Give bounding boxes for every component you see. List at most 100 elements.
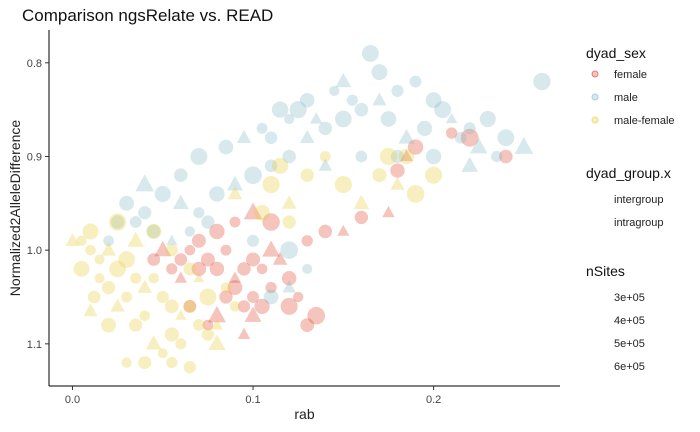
data-point-male-female bbox=[101, 242, 117, 256]
data-point-male-female bbox=[193, 272, 205, 283]
legend-label-intragroup: intragroup bbox=[614, 217, 664, 229]
data-point-male bbox=[318, 121, 333, 136]
data-point-male bbox=[354, 102, 369, 117]
data-point-male-female bbox=[201, 328, 215, 341]
data-point-male bbox=[282, 149, 296, 164]
data-point-male-female bbox=[148, 273, 159, 284]
data-point-male-female bbox=[164, 327, 179, 342]
data-point-female bbox=[191, 233, 206, 248]
data-point-male-female bbox=[76, 235, 87, 246]
data-point-female bbox=[243, 202, 263, 220]
data-point-female bbox=[300, 318, 315, 332]
data-point-male-female bbox=[121, 357, 132, 368]
data-point-male-female bbox=[425, 166, 443, 184]
data-point-female bbox=[174, 271, 188, 283]
data-point-male bbox=[119, 195, 135, 211]
data-point-female bbox=[202, 319, 214, 331]
data-point-female bbox=[229, 216, 241, 228]
data-point-male bbox=[264, 159, 278, 173]
data-point-female bbox=[354, 210, 369, 225]
data-point-female bbox=[166, 263, 178, 275]
x-tick-label: 0.0 bbox=[65, 394, 80, 406]
data-point-male-female bbox=[85, 244, 96, 256]
data-point-male bbox=[409, 75, 422, 88]
legend-label-4e+05: 4e+05 bbox=[614, 315, 645, 327]
data-point-male-female bbox=[101, 317, 116, 333]
data-point-male bbox=[434, 101, 452, 119]
data-point-male bbox=[491, 150, 503, 163]
data-point-male bbox=[193, 207, 205, 219]
data-point-male-female bbox=[220, 282, 232, 293]
data-point-female bbox=[207, 305, 227, 323]
data-point-male bbox=[172, 194, 189, 210]
data-point-male-female bbox=[127, 231, 144, 247]
data-point-female bbox=[272, 251, 288, 265]
data-point-female bbox=[254, 298, 270, 314]
data-point-male bbox=[135, 174, 155, 192]
data-point-male-female bbox=[118, 251, 136, 268]
data-point-male bbox=[309, 112, 323, 124]
data-point-female bbox=[228, 271, 242, 283]
data-point-male-female bbox=[398, 148, 415, 165]
data-point-male bbox=[372, 92, 387, 106]
data-point-male-female bbox=[281, 195, 297, 209]
data-point-male bbox=[138, 206, 152, 220]
data-point-male bbox=[533, 72, 551, 91]
data-point-male-female bbox=[372, 168, 387, 183]
data-points bbox=[65, 44, 551, 374]
data-point-male-female bbox=[83, 303, 98, 317]
data-point-male bbox=[246, 234, 260, 247]
data-point-male bbox=[263, 289, 279, 305]
data-point-male-female bbox=[157, 348, 168, 359]
data-point-male bbox=[184, 226, 196, 237]
data-point-male-female bbox=[139, 310, 151, 322]
legend-key-female bbox=[591, 70, 599, 78]
data-point-male-female bbox=[208, 334, 226, 351]
data-point-male bbox=[190, 147, 208, 165]
data-point-female bbox=[262, 213, 280, 231]
legend-key-male bbox=[591, 93, 599, 101]
y-tick-label: 0.9 bbox=[27, 151, 42, 163]
data-point-male bbox=[146, 224, 161, 239]
data-point-male bbox=[329, 85, 340, 96]
data-point-male bbox=[284, 113, 295, 125]
data-point-female bbox=[191, 261, 207, 277]
data-point-female bbox=[183, 299, 197, 313]
data-point-female bbox=[292, 291, 304, 303]
data-point-male-female bbox=[406, 185, 425, 203]
data-point-female bbox=[265, 281, 277, 294]
legend-label-intergroup: intergroup bbox=[614, 194, 664, 206]
data-point-male-female bbox=[282, 215, 296, 229]
data-point-male bbox=[335, 72, 352, 88]
data-point-male-female bbox=[254, 204, 270, 221]
data-point-female bbox=[301, 235, 313, 247]
data-point-male-female bbox=[199, 288, 217, 306]
data-point-male-female bbox=[353, 194, 370, 210]
data-point-female bbox=[220, 244, 232, 256]
data-point-male bbox=[209, 186, 225, 202]
data-point-male bbox=[470, 137, 488, 154]
data-point-female bbox=[256, 263, 268, 275]
data-point-male-female bbox=[164, 299, 179, 314]
data-point-male-female bbox=[183, 361, 197, 374]
data-point-male-female bbox=[390, 176, 405, 190]
data-point-female bbox=[244, 306, 262, 322]
data-point-male bbox=[129, 216, 142, 228]
data-point-female bbox=[209, 261, 225, 277]
y-axis-title: Normalized2AlleleDifference bbox=[7, 120, 23, 297]
data-point-female bbox=[400, 149, 413, 162]
data-point-male-female bbox=[82, 223, 99, 240]
data-point-male bbox=[244, 166, 262, 185]
data-point-male-female bbox=[262, 175, 280, 194]
data-point-female bbox=[154, 240, 172, 257]
data-point-male-female bbox=[138, 356, 152, 370]
data-point-female bbox=[246, 252, 261, 267]
data-point-female bbox=[209, 223, 225, 240]
data-point-female bbox=[307, 306, 326, 325]
legend-label-male: male bbox=[614, 92, 638, 104]
data-point-male bbox=[318, 158, 332, 171]
data-point-male bbox=[218, 139, 234, 155]
data-point-male bbox=[361, 44, 379, 62]
data-point-male-female bbox=[129, 318, 143, 332]
